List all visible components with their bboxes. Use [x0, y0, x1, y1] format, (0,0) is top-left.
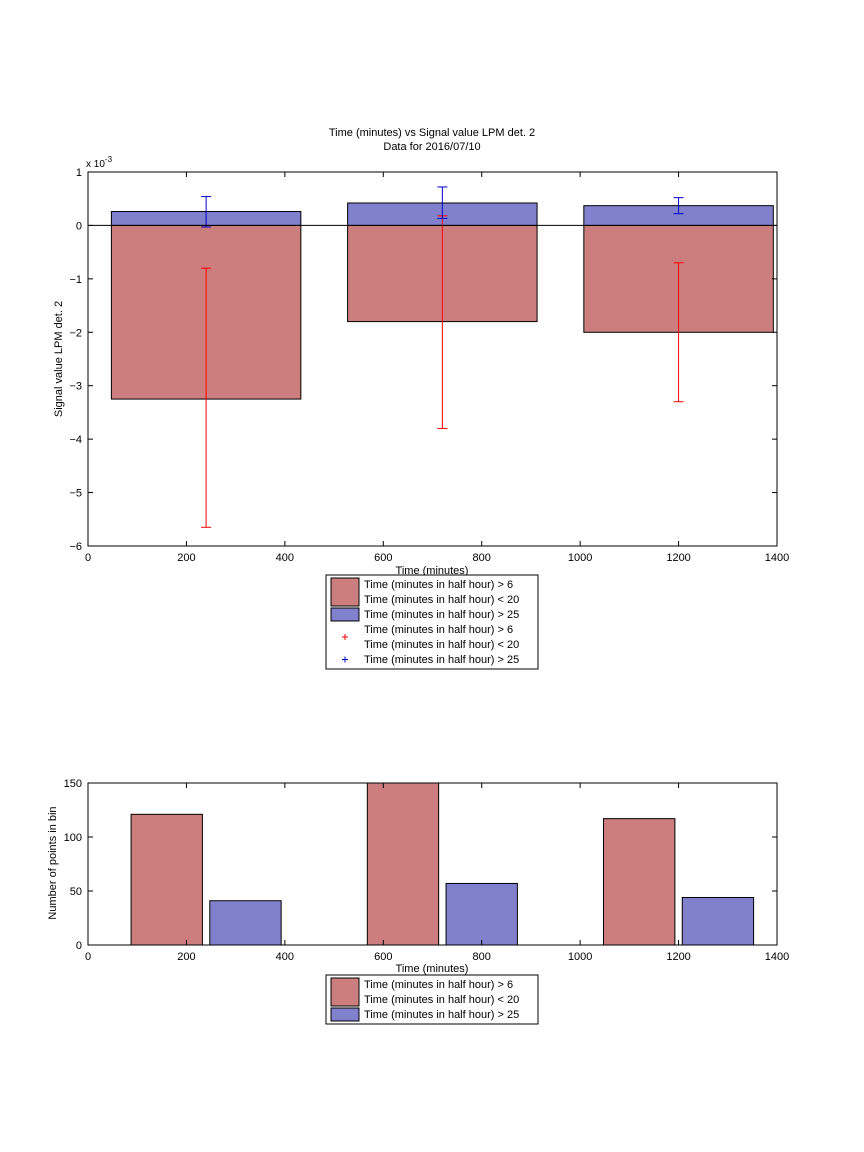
signal-y-ticks: 1 0 −1 −2 −3 −4 −5 −6 [69, 167, 777, 553]
signal-y-tick-label: −5 [69, 488, 82, 500]
count-y-tick-label: 150 [64, 778, 82, 790]
blue-count-bar [445, 882, 518, 946]
signal-legend-label: Time (minutes in half hour) > 25 [364, 654, 519, 666]
count-x-tick-label: 400 [276, 951, 294, 963]
red-count-bar [366, 782, 440, 946]
signal-plot-area [87, 171, 778, 547]
chart-subtitle: Data for 2016/07/10 [383, 141, 480, 153]
blue-count-bar [209, 900, 282, 946]
count-x-ticks: 0 200 400 600 800 1000 1200 1400 [85, 783, 789, 963]
count-chart: 0 200 400 600 800 1000 1200 1400 0 50 100 150 Time… [47, 778, 789, 1025]
signal-legend-label: Time (minutes in half hour) > 6 [364, 624, 513, 636]
signal-y-tick-label: 0 [76, 220, 82, 232]
signal-legend-label: Time (minutes in half hour) > 6 [364, 579, 513, 591]
signal-x-tick-label: 600 [374, 552, 392, 564]
signal-y-tick-label: −2 [69, 327, 82, 339]
y-axis-label: Signal value LPM det. 2 [53, 301, 65, 417]
count-bars [130, 782, 755, 946]
signal-legend-swatch [330, 577, 360, 607]
signal-legend-label: Time (minutes in half hour) < 20 [364, 594, 519, 606]
signal-legend-box [325, 574, 539, 670]
red-count-bar [603, 818, 676, 946]
signal-y-tick-label: 1 [76, 167, 82, 179]
signal-chart: Time (minutes) vs Signal value LPM det. … [53, 127, 789, 670]
signal-y-tick-label: −3 [69, 381, 82, 393]
signal-x-tick-label: 1200 [666, 552, 690, 564]
signal-legend: Time (minutes in half hour) > 6 Time (min… [325, 574, 539, 670]
count-legend-swatch [330, 1007, 360, 1022]
count-x-tick-label: 1400 [765, 951, 789, 963]
y-exponent-label: x 10-3 [86, 155, 113, 170]
count-x-tick-label: 800 [473, 951, 491, 963]
count-legend-label: Time (minutes in half hour) > 25 [364, 1009, 519, 1021]
count-x-tick-label: 1000 [568, 951, 592, 963]
signal-y-tick-label: −4 [69, 434, 82, 446]
count-y-ticks: 0 50 100 150 [64, 778, 777, 952]
signal-legend-label: Time (minutes in half hour) > 25 [364, 609, 519, 621]
count-legend: Time (minutes in half hour) > 6 Time (min… [325, 974, 539, 1025]
count-legend-label: Time (minutes in half hour) < 20 [364, 994, 519, 1006]
count-legend-label: Time (minutes in half hour) > 6 [364, 979, 513, 991]
count-y-tick-label: 50 [70, 886, 82, 898]
y-axis-label-2: Number of points in bin [47, 806, 59, 919]
x-axis-label-2: Time (minutes) [396, 963, 469, 975]
signal-x-tick-label: 400 [276, 552, 294, 564]
signal-x-tick-label: 800 [473, 552, 491, 564]
signal-x-tick-label: 1400 [765, 552, 789, 564]
signal-error-bars [201, 186, 684, 528]
count-legend-box [325, 974, 539, 1025]
blue-count-bar [681, 896, 755, 946]
signal-x-tick-label: 1000 [568, 552, 592, 564]
red-count-bar [130, 813, 203, 946]
x-axis-label: Time (minutes) [396, 565, 469, 577]
count-x-tick-label: 1200 [666, 951, 690, 963]
signal-y-tick-label: −6 [69, 541, 82, 553]
signal-x-ticks: 0 200 400 600 800 1000 1200 1400 [85, 172, 789, 564]
chart-title: Time (minutes) vs Signal value LPM det. … [329, 127, 535, 139]
signal-y-tick-label: −1 [69, 274, 82, 286]
signal-x-tick-label: 200 [177, 552, 195, 564]
signal-legend-swatch [330, 607, 360, 622]
signal-x-tick-label: 0 [85, 552, 91, 564]
signal-legend-label: Time (minutes in half hour) < 20 [364, 639, 519, 651]
count-x-tick-label: 0 [85, 951, 91, 963]
count-x-tick-label: 200 [177, 951, 195, 963]
count-y-tick-label: 100 [64, 832, 82, 844]
count-legend-swatch [330, 977, 360, 1007]
count-x-tick-label: 600 [374, 951, 392, 963]
count-plot-area [87, 782, 778, 946]
count-y-tick-label: 0 [76, 940, 82, 952]
